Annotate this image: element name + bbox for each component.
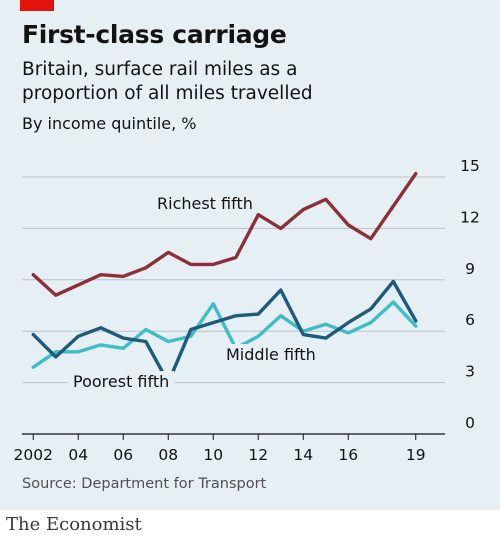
x-tick-label-2002: 2002 xyxy=(14,446,53,464)
x-tick-label-2014: 14 xyxy=(293,446,313,464)
source-note: Source: Department for Transport xyxy=(22,476,267,492)
publisher-brand: The Economist xyxy=(6,514,142,535)
chart-title: First-class carriage xyxy=(22,20,287,49)
y-tick-label-6: 6 xyxy=(465,311,475,329)
y-tick-label-12: 12 xyxy=(460,208,480,226)
series-line-richest xyxy=(31,171,418,297)
x-tick-label-2008: 08 xyxy=(158,446,178,464)
y-tick-label-9: 9 xyxy=(465,260,475,278)
x-tick-label-2016: 16 xyxy=(338,446,358,464)
y-tick-label-3: 3 xyxy=(465,363,475,381)
x-tick-label-2012: 12 xyxy=(248,446,268,464)
chart-panel xyxy=(0,0,500,510)
series-label-middle: Middle fifth xyxy=(226,345,316,364)
x-tick-label-2004: 04 xyxy=(68,446,88,464)
x-tick-label-2019: 19 xyxy=(406,446,426,464)
line-chart: 0 3 6 9 12 15 2002 04 06 08 10 12 14 16 19 Richest fift… xyxy=(14,157,480,464)
series-label-bg-poorest xyxy=(68,371,175,392)
x-tick-label-2010: 10 xyxy=(203,446,223,464)
chart-units-label: By income quintile, % xyxy=(22,114,197,133)
series-line-poorest xyxy=(31,300,418,369)
series-label-bg-middle xyxy=(221,344,321,365)
chart-subtitle: Britain, surface rail miles as a proport… xyxy=(22,59,313,104)
series-label-poorest: Poorest fifth xyxy=(73,372,169,391)
brand-red-tag xyxy=(20,0,54,11)
series-line-middle xyxy=(31,279,418,385)
y-tick-label-15: 15 xyxy=(460,157,480,175)
x-tick-label-2006: 06 xyxy=(113,446,133,464)
series-label-richest: Richest fifth xyxy=(157,194,253,213)
y-tick-label-0: 0 xyxy=(465,414,475,432)
